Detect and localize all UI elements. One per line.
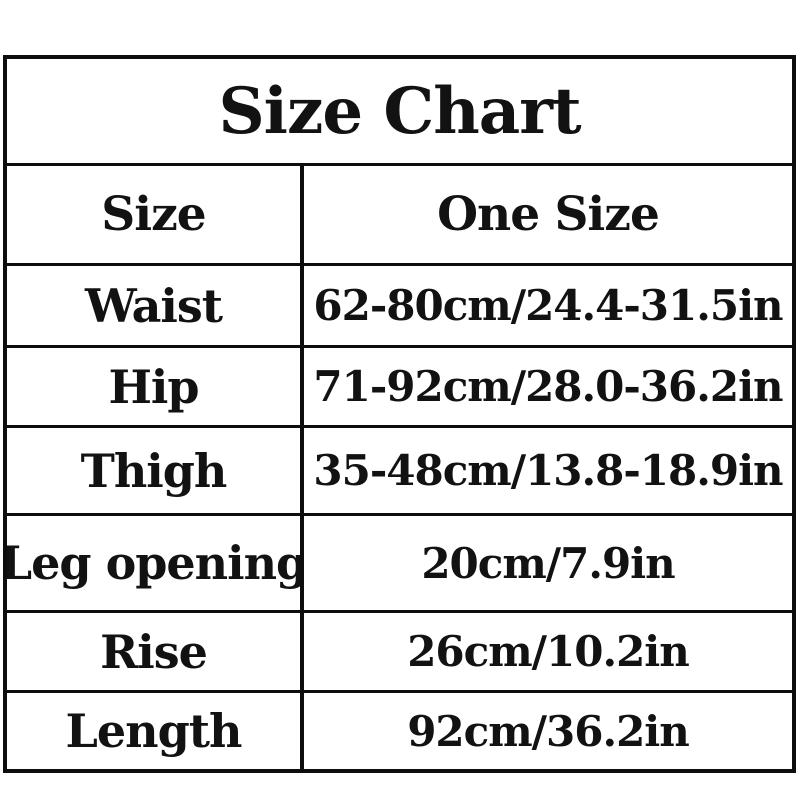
row-value-leg-opening: 20cm/7.9in (421, 538, 675, 588)
table-title-row: Size Chart (7, 59, 792, 163)
table-row: Thigh 35-48cm/13.8-18.9in (7, 425, 792, 513)
table-row: Length 92cm/36.2in (7, 690, 792, 769)
row-label-rise: Rise (7, 613, 304, 690)
table-row: Size One Size (7, 163, 792, 263)
table-row: Leg opening 20cm/7.9in (7, 513, 792, 610)
row-label-size: Size (7, 166, 304, 263)
row-value-waist: 62-80cm/24.4-31.5in (313, 281, 783, 330)
row-value-hip: 71-92cm/28.0-36.2in (313, 362, 783, 411)
row-value-rise: 26cm/10.2in (407, 627, 690, 676)
table-row: Rise 26cm/10.2in (7, 610, 792, 690)
row-label-thigh: Thigh (7, 428, 304, 513)
row-value-thigh: 35-48cm/13.8-18.9in (313, 446, 783, 495)
row-label-hip: Hip (7, 348, 304, 425)
table-row: Hip 71-92cm/28.0-36.2in (7, 345, 792, 425)
row-label-waist: Waist (7, 266, 304, 345)
row-label-leg-opening: Leg opening (7, 516, 304, 610)
row-value-size: One Size (437, 187, 660, 242)
table-title: Size Chart (218, 73, 581, 149)
row-label-length: Length (7, 693, 304, 769)
table-row: Waist 62-80cm/24.4-31.5in (7, 263, 792, 345)
size-chart-table: Size Chart Size One Size Waist 62-80cm/2… (3, 55, 796, 773)
row-value-length: 92cm/36.2in (407, 706, 690, 756)
